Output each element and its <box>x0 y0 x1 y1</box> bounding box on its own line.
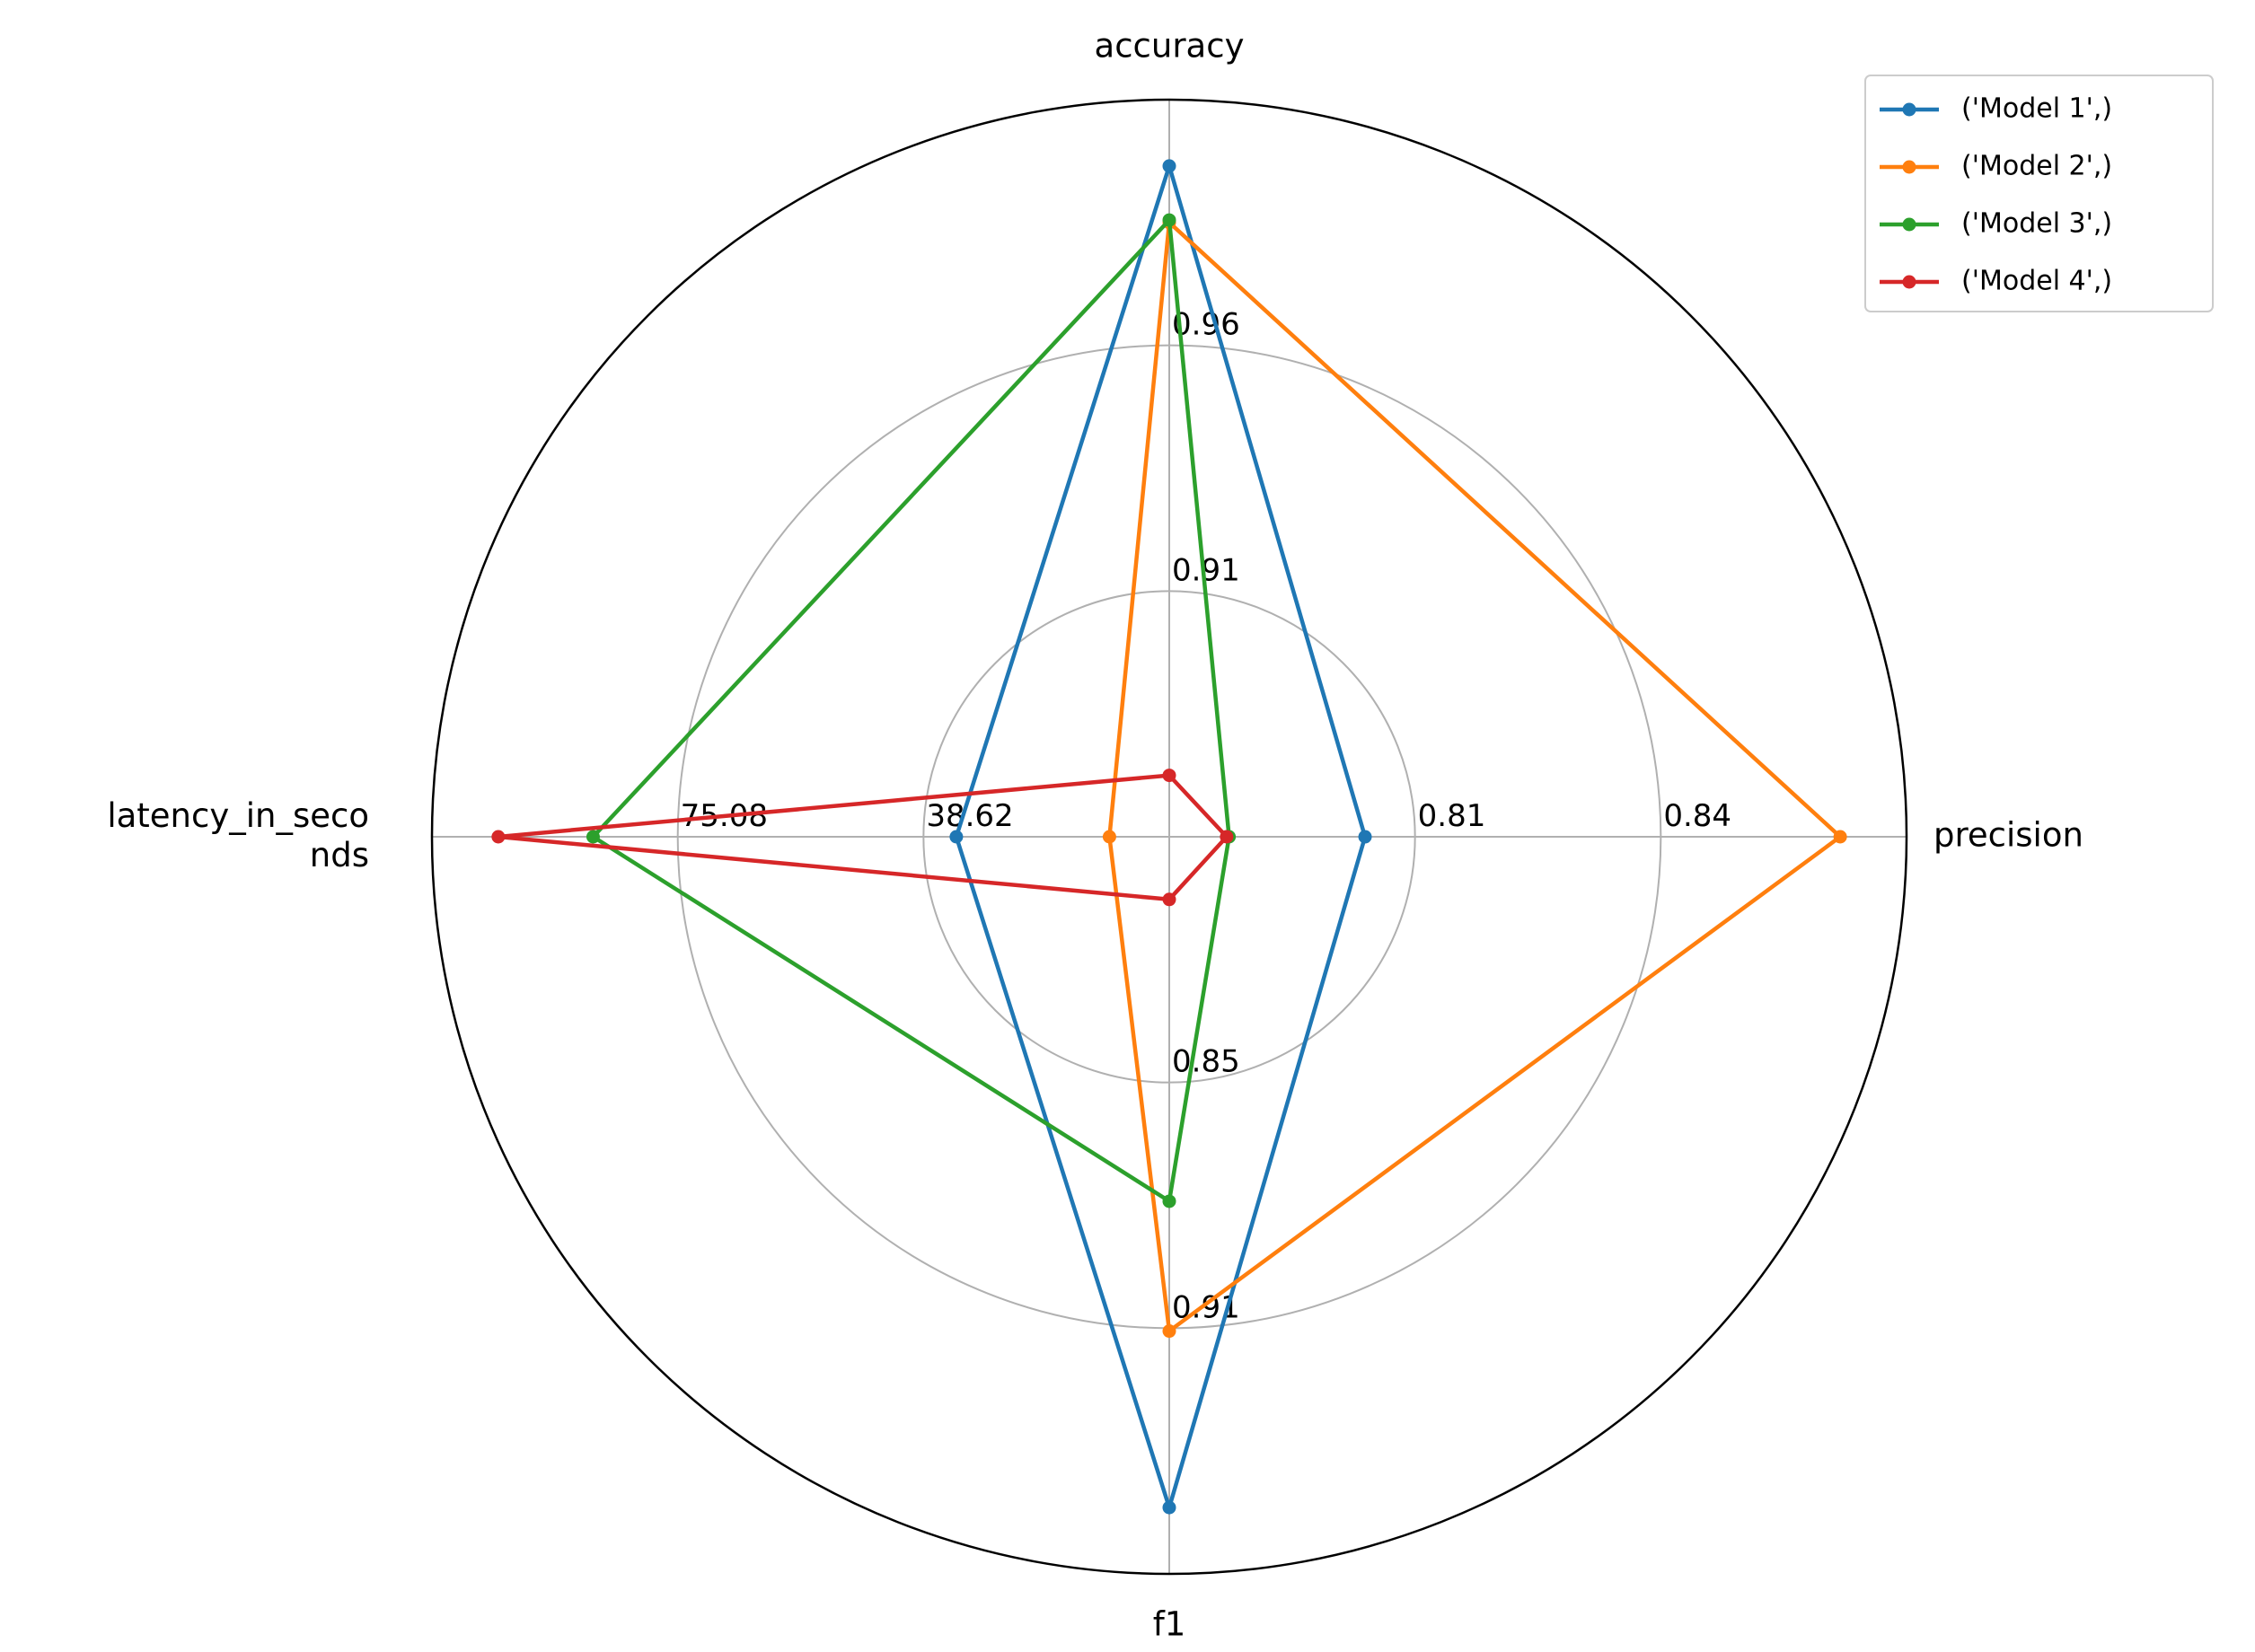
legend-label: ('Model 1',) <box>1961 93 2112 125</box>
axis-label: precision <box>1933 816 2083 855</box>
point <box>1162 159 1176 173</box>
tick-label: 38.62 <box>926 798 1013 834</box>
legend-marker <box>1902 160 1916 174</box>
legend-label: ('Model 2',) <box>1961 151 2112 182</box>
axis-label: latency_in_seco nds <box>107 795 369 874</box>
point <box>1162 213 1176 227</box>
legend-label: ('Model 4',) <box>1961 266 2112 297</box>
point <box>1162 1194 1176 1208</box>
point <box>1833 830 1847 844</box>
series-line <box>591 217 1231 1204</box>
point <box>1102 830 1116 844</box>
axis-label-line: latency_in_seco <box>107 795 369 834</box>
point <box>1220 830 1234 844</box>
legend-marker <box>1902 275 1916 289</box>
point <box>1162 769 1176 783</box>
point <box>1358 830 1372 844</box>
tick-label: 0.84 <box>1663 798 1731 834</box>
tick-label: 0.85 <box>1172 1044 1240 1080</box>
point <box>949 830 964 844</box>
point <box>491 830 506 844</box>
tick-label: 0.81 <box>1418 798 1486 834</box>
axis-label: accuracy <box>1095 27 1245 66</box>
point <box>1162 1500 1176 1515</box>
tick-label: 0.96 <box>1172 307 1240 343</box>
legend-box <box>1864 75 2214 312</box>
outer-frame <box>430 98 1908 1576</box>
legend-marker <box>1902 217 1916 232</box>
legend-marker <box>1902 102 1916 117</box>
legend: ('Model 1',) ('Model 2',) ('Model 3',) ('Mo… <box>1864 75 2214 312</box>
point <box>586 830 600 844</box>
point <box>1162 1324 1176 1339</box>
axis-label: f1 <box>1153 1605 1186 1644</box>
series-line <box>1107 220 1843 1333</box>
point <box>1162 892 1176 907</box>
legend-label: ('Model 3',) <box>1961 208 2112 240</box>
axis-label-line: nds <box>310 836 369 874</box>
